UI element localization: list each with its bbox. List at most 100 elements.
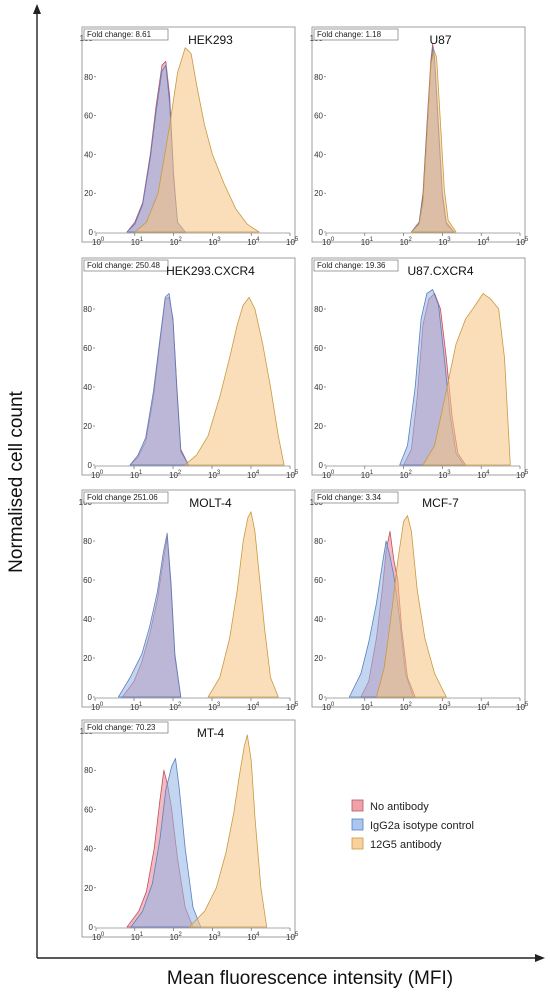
- fold-change-label: Fold change 251.06: [87, 493, 158, 502]
- x-tick-label: 105: [286, 237, 299, 247]
- y-tick-label: 20: [84, 189, 93, 198]
- y-tick-label: 60: [314, 112, 323, 121]
- y-tick-label: 40: [314, 615, 323, 624]
- series-area-12g5: [411, 49, 457, 233]
- x-tick-label: 100: [91, 470, 104, 480]
- y-tick-label: 40: [84, 845, 93, 854]
- y-tick-label: 80: [84, 766, 93, 775]
- x-tick-label: 102: [400, 237, 413, 247]
- panel-mcf-7: 020406080100100101102103104105Fold chang…: [310, 489, 529, 712]
- x-tick-label: 102: [170, 237, 183, 247]
- y-tick-label: 0: [319, 693, 324, 702]
- x-tick-label: 103: [208, 702, 221, 712]
- x-tick-label: 105: [286, 470, 299, 480]
- x-tick-label: 101: [361, 702, 374, 712]
- y-tick-label: 0: [319, 461, 324, 470]
- x-tick-label: 104: [477, 702, 490, 712]
- fold-change-box: [313, 28, 399, 41]
- x-tick-label: 101: [130, 702, 143, 712]
- panel-title: MT-4: [197, 726, 225, 740]
- y-tick-label: 40: [84, 150, 93, 159]
- legend-swatch-isotype: [351, 818, 364, 831]
- legend: No antibody IgG2a isotype control 12G5 a…: [351, 799, 474, 851]
- figure-x-label: Mean fluorescence intensity (MFI): [167, 968, 453, 989]
- y-tick-label: 60: [84, 805, 93, 814]
- panel-title: HEK293: [188, 33, 233, 47]
- series-area-12g5: [184, 296, 285, 466]
- x-tick-label: 100: [322, 470, 335, 480]
- panel-u87: 020406080100100101102103104105Fold chang…: [310, 26, 529, 247]
- x-tick-label: 104: [247, 237, 260, 247]
- series-area-isotype: [129, 293, 189, 466]
- x-tick-label: 101: [130, 470, 143, 480]
- panel-frame: [311, 26, 526, 243]
- x-tick-label: 105: [516, 237, 529, 247]
- x-tick-label: 104: [247, 470, 260, 480]
- x-tick-label: 101: [361, 470, 374, 480]
- fold-change-label: Fold change: 3.34: [317, 493, 382, 502]
- x-tick-label: 103: [438, 237, 451, 247]
- series-area-12g5: [376, 515, 447, 698]
- x-tick-label: 104: [477, 237, 490, 247]
- y-tick-label: 80: [314, 73, 323, 82]
- series-area-12g5: [207, 511, 279, 698]
- y-tick-label: 40: [314, 383, 323, 392]
- x-tick-label: 105: [516, 702, 529, 712]
- fold-change-box: [83, 721, 169, 734]
- y-tick-label: 80: [84, 73, 93, 82]
- y-tick-label: 80: [83, 537, 92, 546]
- fold-change-box: [313, 259, 399, 272]
- y-tick-label: 80: [314, 537, 323, 546]
- fold-change-box: [313, 491, 399, 504]
- y-tick-label: 40: [83, 615, 92, 624]
- x-tick-label: 104: [477, 470, 490, 480]
- y-tick-label: 60: [314, 344, 323, 353]
- legend-label-no-antibody: No antibody: [370, 801, 429, 813]
- y-tick-label: 0: [88, 693, 93, 702]
- y-tick-label: 20: [314, 189, 323, 198]
- panel-hek293: 020406080100100101102103104105Fold chang…: [80, 26, 299, 247]
- y-tick-label: 60: [84, 112, 93, 121]
- y-tick-label: 20: [84, 884, 93, 893]
- y-tick-label: 0: [89, 228, 94, 237]
- x-tick-label: 105: [516, 470, 529, 480]
- x-tick-label: 105: [286, 932, 299, 942]
- legend-swatch-no-antibody: [351, 799, 364, 812]
- x-tick-label: 103: [208, 932, 221, 942]
- x-tick-label: 103: [438, 470, 451, 480]
- series-area-12g5: [134, 47, 260, 233]
- x-tick-label: 101: [131, 237, 144, 247]
- y-tick-label: 80: [314, 305, 323, 314]
- x-tick-label: 103: [438, 702, 451, 712]
- y-tick-label: 0: [88, 461, 93, 470]
- x-tick-label: 102: [170, 932, 183, 942]
- y-tick-label: 40: [83, 383, 92, 392]
- figure-x-axis-arrow: [535, 954, 545, 962]
- legend-label-12g5: 12G5 antibody: [370, 839, 442, 851]
- x-tick-label: 105: [286, 702, 299, 712]
- panels: 0 20 40 60 80 100 100 101 102 103 104 105 Fold chang…: [79, 26, 529, 942]
- x-tick-label: 100: [92, 237, 105, 247]
- x-tick-label: 102: [400, 702, 413, 712]
- fold-change-label: Fold change: 19.36: [317, 261, 386, 270]
- series-area-12g5: [188, 734, 268, 928]
- series-area-12g5: [422, 293, 511, 466]
- legend-label-isotype: IgG2a isotype control: [370, 820, 474, 832]
- panel-title: HEK293.CXCR4: [166, 264, 255, 278]
- x-tick-label: 104: [247, 702, 260, 712]
- y-tick-label: 80: [83, 305, 92, 314]
- fold-change-label: Fold change: 250.48: [87, 261, 160, 270]
- panel-title: MCF-7: [422, 496, 459, 510]
- x-tick-label: 102: [400, 470, 413, 480]
- fold-change-label: Fold change: 70.23: [87, 723, 156, 732]
- panel-title: U87: [429, 33, 451, 47]
- x-tick-label: 102: [169, 470, 182, 480]
- fold-change-box: [83, 491, 169, 504]
- x-tick-label: 103: [208, 237, 221, 247]
- x-tick-label: 103: [208, 470, 221, 480]
- x-tick-label: 100: [322, 702, 335, 712]
- y-tick-label: 60: [314, 576, 323, 585]
- fold-change-box: [83, 259, 169, 272]
- y-tick-label: 0: [89, 923, 94, 932]
